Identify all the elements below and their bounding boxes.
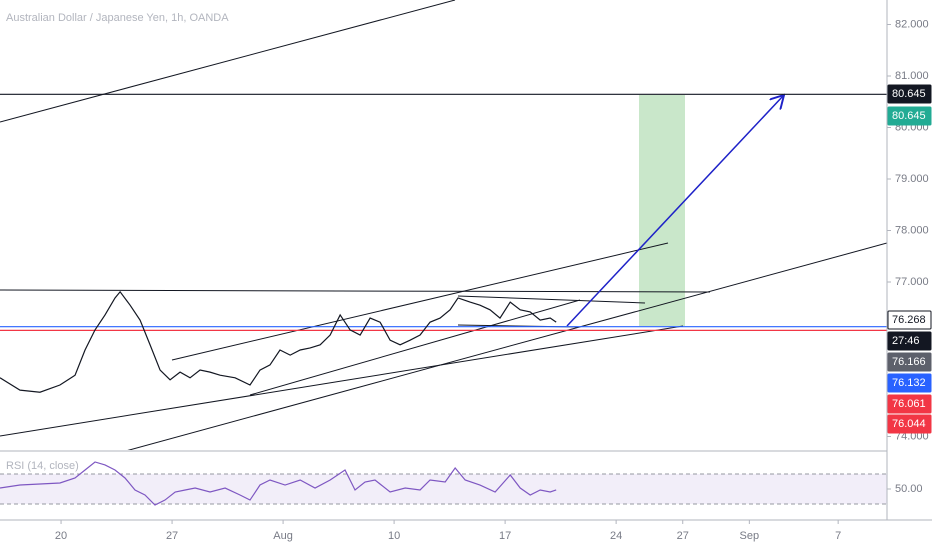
- price-tag: [887, 310, 932, 330]
- price-tag: [887, 414, 932, 434]
- price-tag: [887, 106, 932, 126]
- channel-line: [249, 299, 581, 396]
- x-tick-label: Sep: [740, 530, 760, 542]
- price-tag: [887, 373, 932, 393]
- price-tag-label: 80.645: [892, 110, 926, 122]
- rsi-title: RSI (14, close): [6, 460, 79, 472]
- x-tick-label: Aug: [273, 530, 293, 542]
- main-pane: [0, 0, 887, 450]
- price-tag-label: 27:46: [892, 335, 920, 347]
- price-tag-label: 76.132: [892, 377, 926, 389]
- x-tick-label: 10: [388, 530, 400, 542]
- y-tick-label: 82.000: [895, 18, 929, 30]
- target-zone: [639, 95, 685, 326]
- x-tick-label: 24: [610, 530, 622, 542]
- y-tick-label: 50.00: [895, 483, 923, 495]
- x-tick-label: 27: [677, 530, 689, 542]
- price-tag-label: 76.061: [892, 398, 926, 410]
- axes: 20 27 Aug 10 17 24 27 Sep 782.00081.00080.00079.…: [55, 18, 932, 542]
- price-tag-label: 76.166: [892, 356, 926, 368]
- x-tick-label: 17: [499, 530, 511, 542]
- price-tag-label: 76.268: [892, 314, 926, 326]
- rsi-line: [0, 461, 557, 506]
- chart-title: Australian Dollar / Japanese Yen, 1h, OA…: [6, 12, 229, 24]
- projection-arrow: [566, 96, 783, 327]
- y-tick-label: 77.000: [895, 276, 929, 288]
- channel-line: [171, 242, 669, 361]
- trend-line: [0, 0, 456, 123]
- x-tick-label: 7: [835, 530, 841, 542]
- trend-line: [127, 242, 887, 450]
- rsi-band: [0, 473, 887, 505]
- x-tick-label: 20: [55, 530, 67, 542]
- price-tag: [887, 331, 932, 351]
- y-tick-label: 81.000: [895, 70, 929, 82]
- y-tick-label: 78.000: [895, 224, 929, 236]
- trend-line: [0, 289, 711, 293]
- triangle-line: [457, 295, 646, 304]
- y-tick-label: 79.000: [895, 173, 929, 185]
- price-tag-label: 80.645: [892, 88, 926, 100]
- price-tag: [887, 84, 932, 104]
- rsi-pane: [0, 461, 887, 506]
- price-tag: [887, 352, 932, 372]
- price-tag-label: 76.044: [892, 418, 926, 430]
- x-tick-label: 27: [166, 530, 178, 542]
- trend-line: [0, 325, 684, 437]
- price-line-series: [0, 290, 557, 393]
- price-tag: [887, 394, 932, 414]
